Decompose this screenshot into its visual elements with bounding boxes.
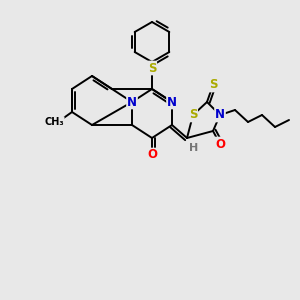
Text: O: O [147, 148, 157, 161]
Text: N: N [167, 95, 177, 109]
Text: N: N [127, 95, 137, 109]
Text: S: S [209, 79, 217, 92]
Text: CH₃: CH₃ [44, 117, 64, 127]
Text: H: H [189, 143, 199, 153]
Text: S: S [189, 109, 197, 122]
Text: N: N [215, 109, 225, 122]
Text: S: S [148, 61, 156, 74]
Text: O: O [215, 137, 225, 151]
